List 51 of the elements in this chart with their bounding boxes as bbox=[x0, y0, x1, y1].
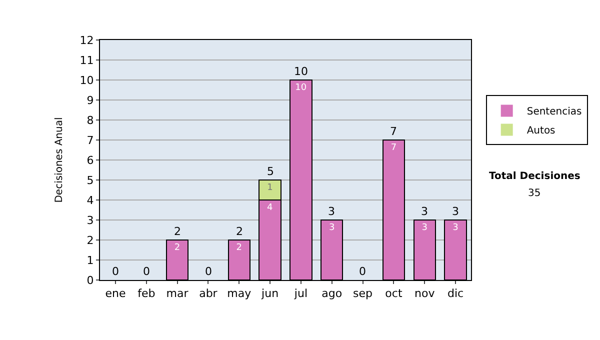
text: 35 bbox=[528, 188, 541, 199]
y-tick-label: 10 bbox=[80, 74, 94, 87]
legend-label: Autos bbox=[526, 126, 556, 137]
y-tick-label: 1 bbox=[86, 254, 94, 267]
y-axis-title: Decisiones Anual bbox=[54, 117, 65, 203]
y-tick-label: 5 bbox=[86, 174, 94, 187]
data-label: 3 bbox=[329, 223, 335, 233]
y-tick-label: 12 bbox=[80, 34, 94, 47]
text: Total Decisiones bbox=[489, 171, 580, 182]
x-tick-label: ene bbox=[105, 287, 126, 300]
x-tick-label: may bbox=[227, 287, 252, 300]
x-tick-label: mar bbox=[166, 287, 189, 300]
total-label: 10 bbox=[294, 65, 308, 78]
total-label: 3 bbox=[328, 205, 335, 218]
legend-label: Sentencias bbox=[526, 106, 582, 118]
data-label: 7 bbox=[390, 143, 397, 153]
total-label: 7 bbox=[390, 125, 397, 138]
total-label: 2 bbox=[174, 225, 181, 238]
x-tick-label: oct bbox=[385, 287, 403, 300]
total-label: 3 bbox=[421, 205, 428, 218]
y-tick-label: 9 bbox=[86, 94, 94, 107]
x-tick-label: feb bbox=[138, 287, 156, 300]
data-label: 2 bbox=[236, 243, 242, 253]
x-tick-label: dic bbox=[447, 287, 464, 300]
y-tick-label: 4 bbox=[86, 194, 94, 207]
y-tick-label: 6 bbox=[86, 154, 94, 167]
total-label: 2 bbox=[236, 225, 243, 238]
y-tick-label: 3 bbox=[86, 214, 94, 227]
total-label: 0 bbox=[359, 265, 366, 278]
x-tick-label: ago bbox=[322, 287, 342, 300]
y-tick-label: 2 bbox=[86, 234, 94, 247]
data-label: 2 bbox=[174, 243, 180, 253]
x-tick-label: jun bbox=[260, 287, 279, 300]
data-label: 3 bbox=[422, 223, 428, 233]
y-tick-label: 7 bbox=[86, 134, 94, 147]
total-label: 0 bbox=[143, 265, 150, 278]
x-tick-label: abr bbox=[199, 287, 218, 300]
y-tick-label: 11 bbox=[80, 54, 94, 67]
data-label: 10 bbox=[295, 83, 307, 93]
x-tick-label: sep bbox=[353, 287, 373, 300]
x-tick-label: jul bbox=[293, 287, 308, 300]
total-label: 0 bbox=[205, 265, 212, 278]
data-label: 4 bbox=[267, 203, 274, 213]
total-label: 0 bbox=[112, 265, 119, 278]
total-label: 5 bbox=[267, 165, 274, 178]
y-tick-label: 0 bbox=[86, 274, 94, 287]
y-tick-label: 8 bbox=[86, 114, 94, 127]
data-label: 1 bbox=[267, 183, 273, 193]
x-tick-label: nov bbox=[414, 287, 436, 300]
total-label: 3 bbox=[452, 205, 459, 218]
data-label: 3 bbox=[452, 223, 458, 233]
